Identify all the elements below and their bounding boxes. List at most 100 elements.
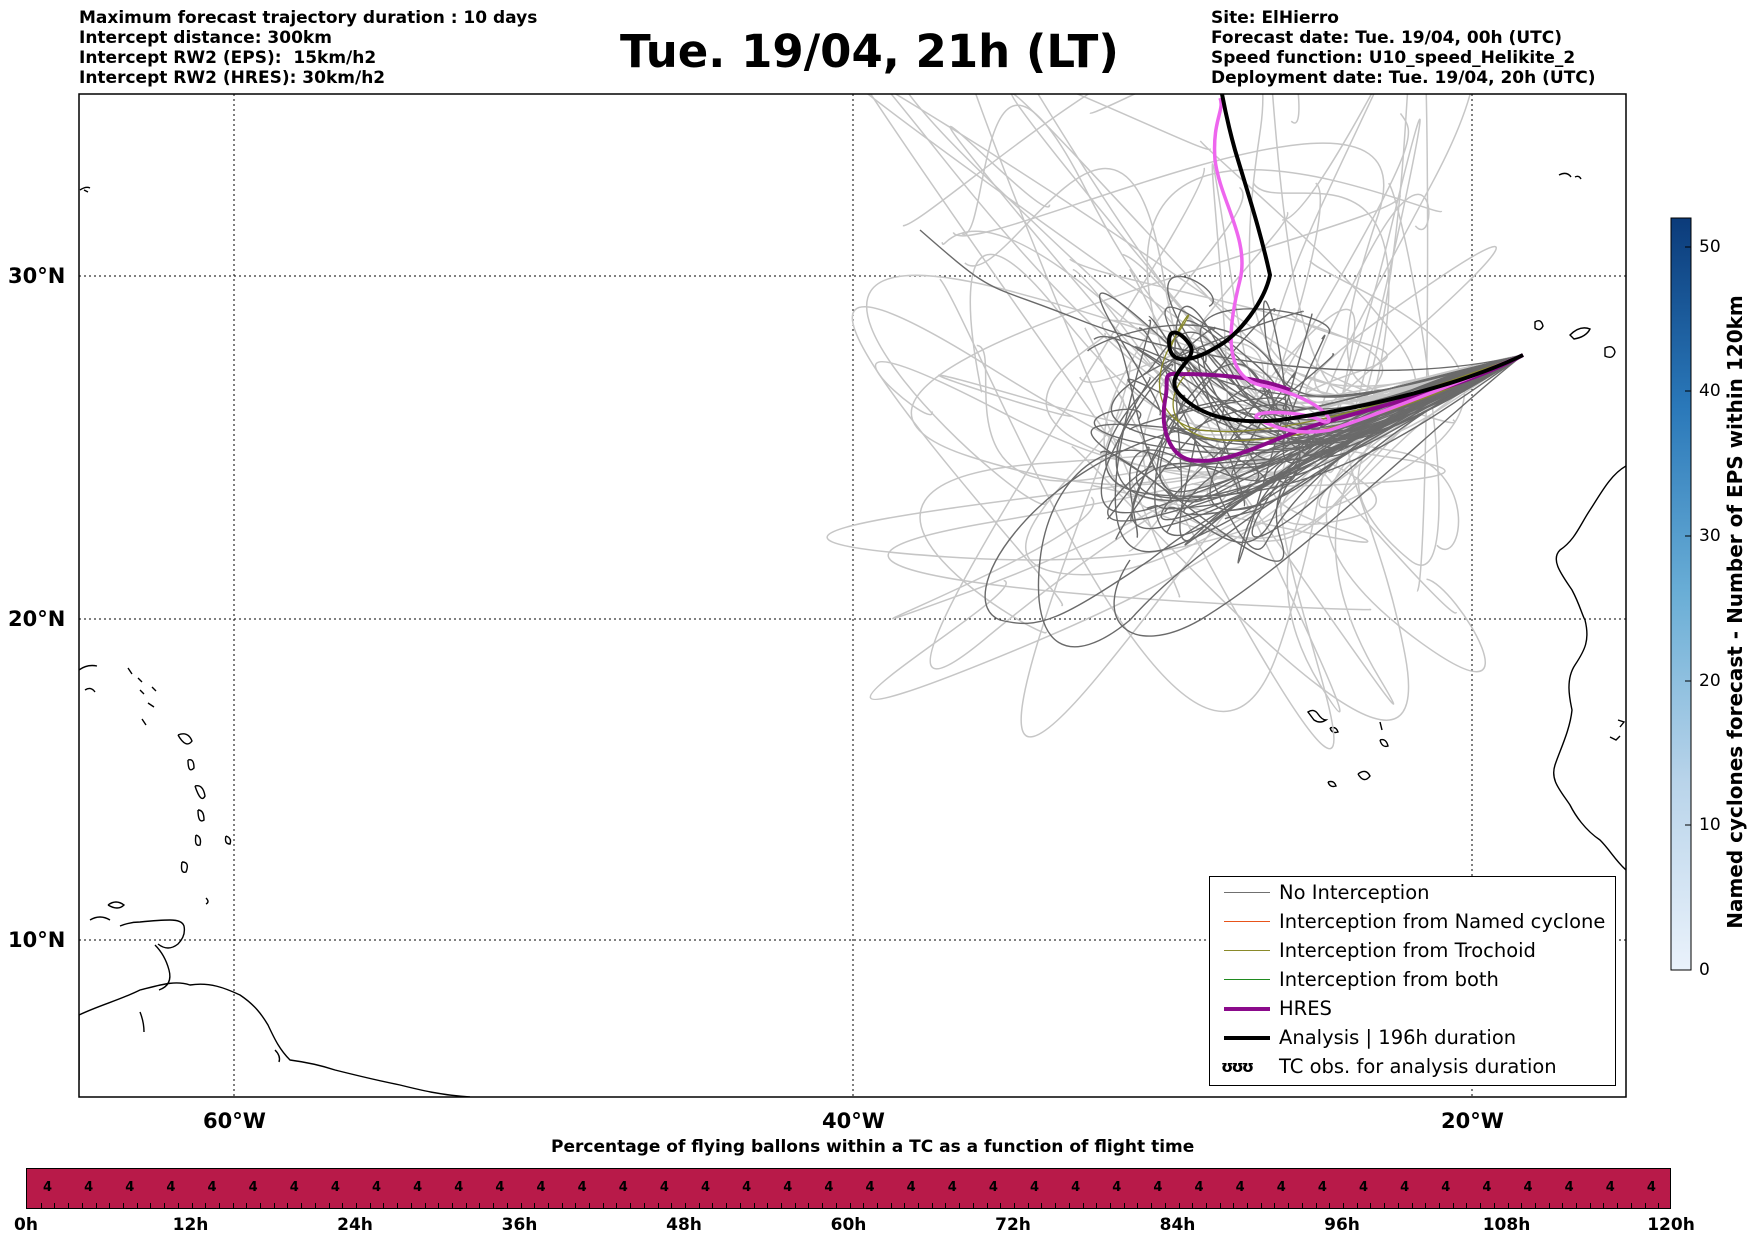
trajectory-line: [1114, 319, 1524, 553]
header-left-line: Maximum forecast trajectory duration : 1…: [79, 8, 538, 28]
bar-tick: [1205, 1203, 1207, 1208]
legend-swatch: [1224, 979, 1270, 980]
percentage-value: 4: [824, 1180, 834, 1195]
bar-tick: [1000, 1203, 1002, 1208]
bar-tick: [698, 1203, 700, 1208]
bar-tick: [726, 1203, 728, 1208]
trajectory-line: [949, 125, 1524, 445]
percentage-bar: 4 4 4 4 4 4 4 4 4 4 4 4 4 4 4 4 4 4 4 4 4 4 4 4 4 4 4 4 4 4 4 4 4 4 4 4 4 4 4 4: [26, 1168, 1671, 1209]
coastlines: [79, 172, 1626, 1097]
lon-label-60w: 60°W: [203, 1109, 266, 1133]
trajectory-line: [941, 230, 1524, 405]
legend-swatch: [1224, 950, 1270, 951]
colorbar-tick: 30: [1699, 526, 1721, 546]
percentage-value: 4: [289, 1180, 299, 1195]
legend-label: Interception from Trochoid: [1279, 939, 1536, 962]
bar-tick: [712, 1203, 714, 1208]
percentage-value: 4: [1194, 1180, 1204, 1195]
trajectory-line: [1113, 354, 1524, 637]
legend-swatch: [1224, 921, 1270, 922]
bar-tick: [383, 1203, 385, 1208]
colorbar-tick: 0: [1699, 960, 1710, 980]
trajectory-line: [1212, 97, 1524, 434]
bar-tick: [1082, 1203, 1084, 1208]
trajectory-line: [1231, 354, 1524, 476]
bar-tick: [1548, 1203, 1550, 1208]
colorbar-label: Named cyclones forecast - Number of EPS …: [1723, 295, 1747, 929]
bar-tick: [520, 1203, 522, 1208]
trajectory-line: [1179, 354, 1524, 542]
percentage-value: 4: [166, 1180, 176, 1195]
bar-tick: [328, 1203, 330, 1208]
bar-tick: [602, 1203, 604, 1208]
percentage-value: 4: [413, 1180, 423, 1195]
trajectory-line: [902, 94, 1524, 388]
bar-tick: [1534, 1203, 1536, 1208]
legend-label: Analysis | 196h duration: [1279, 1026, 1517, 1049]
analysis-trajectory: [1167, 94, 1524, 424]
trajectory-line: [1290, 313, 1524, 398]
bar-tick: [575, 1203, 577, 1208]
legend-item-tc-obs: ʊʊʊ TC obs. for analysis duration: [1216, 1055, 1611, 1079]
legend-swatch: [1224, 1007, 1270, 1011]
percentage-value: 4: [701, 1180, 711, 1195]
bar-tick: [630, 1203, 632, 1208]
header-left-info: Maximum forecast trajectory duration : 1…: [79, 8, 537, 88]
bar-tick: [1493, 1203, 1495, 1208]
bar-tick: [534, 1203, 536, 1208]
percentage-value: 4: [1317, 1180, 1327, 1195]
trajectory-line: [1350, 94, 1524, 592]
bar-tick: [1055, 1203, 1057, 1208]
bar-tick: [1370, 1203, 1372, 1208]
bar-tick: [1247, 1203, 1249, 1208]
bar-tick: [1329, 1203, 1331, 1208]
legend-item-analysis: Analysis | 196h duration: [1216, 1026, 1611, 1050]
time-label: 12h: [172, 1215, 209, 1235]
time-label: 84h: [1159, 1215, 1196, 1235]
percentage-value: 4: [495, 1180, 505, 1195]
hres-trajectory: [1161, 353, 1524, 463]
header-left-line: Intercept RW2 (EPS): 15km/h2: [79, 48, 377, 68]
trajectory-line: [869, 354, 1524, 701]
map-title: Tue. 19/04, 21h (LT): [620, 25, 1119, 78]
legend-item-named-cyclone: Interception from Named cyclone: [1216, 910, 1611, 934]
bar-tick: [986, 1203, 988, 1208]
bar-tick: [1151, 1203, 1153, 1208]
bar-tick: [40, 1203, 42, 1208]
legend-item-hres: HRES: [1216, 997, 1611, 1021]
bar-tick: [1630, 1203, 1632, 1208]
time-label: 36h: [501, 1215, 538, 1235]
bar-tick: [972, 1203, 974, 1208]
bar-tick: [479, 1203, 481, 1208]
bar-tick: [260, 1203, 262, 1208]
bar-tick: [451, 1203, 453, 1208]
percentage-value: 4: [1235, 1180, 1245, 1195]
header-right-line: Site: ElHierro: [1211, 8, 1339, 28]
trajectory-line: [1142, 211, 1524, 542]
header-right-line: Speed function: U10_speed_Helikite_2: [1211, 48, 1576, 68]
bar-tick: [1178, 1203, 1180, 1208]
trajectory-line: [1010, 94, 1524, 614]
bar-tick: [1397, 1203, 1399, 1208]
bar-tick: [1507, 1203, 1509, 1208]
percentage-value: 4: [248, 1180, 258, 1195]
bar-tick: [246, 1203, 248, 1208]
percentage-value: 4: [536, 1180, 546, 1195]
bar-tick: [191, 1203, 193, 1208]
time-label: 24h: [337, 1215, 373, 1235]
lat-label-10n: 10°N: [8, 928, 66, 952]
bar-tick: [1096, 1203, 1098, 1208]
percentage-value: 4: [1030, 1180, 1040, 1195]
bar-tick: [1014, 1203, 1015, 1208]
bar-tick: [136, 1203, 138, 1208]
percentage-value: 4: [1605, 1180, 1615, 1195]
bar-tick: [1041, 1203, 1043, 1208]
bar-tick: [561, 1203, 563, 1208]
percentage-value: 4: [330, 1180, 340, 1195]
trajectory-line: [851, 306, 1524, 607]
bar-tick: [890, 1203, 892, 1208]
trajectory-line: [984, 354, 1524, 625]
percentage-value: 4: [207, 1180, 217, 1195]
bar-tick: [273, 1203, 275, 1208]
bar-tick: [1589, 1203, 1591, 1208]
